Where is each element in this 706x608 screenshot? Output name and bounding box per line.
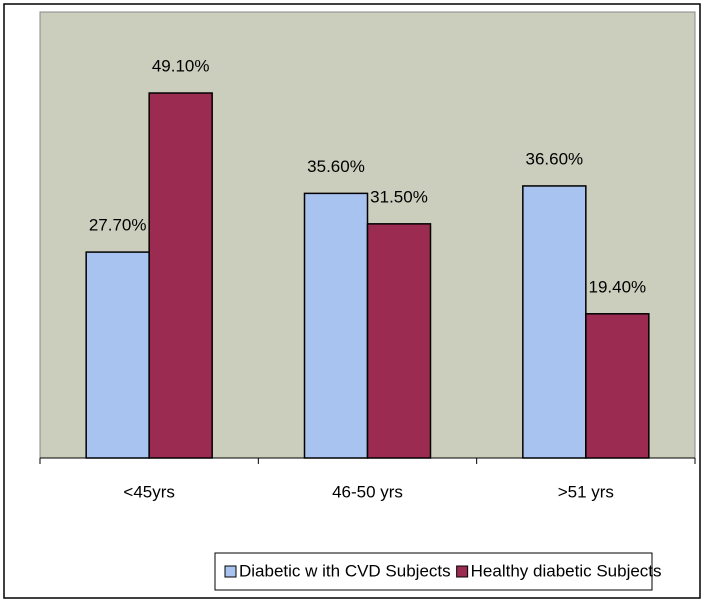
- data-label: 19.40%: [588, 277, 646, 296]
- bar: [585, 313, 650, 459]
- legend-swatch: [224, 565, 237, 578]
- legend-swatch: [456, 565, 469, 578]
- bar: [366, 223, 432, 459]
- legend: [214, 552, 653, 591]
- data-label: 49.10%: [152, 57, 210, 76]
- bar: [148, 92, 213, 459]
- data-label: 36.60%: [525, 149, 583, 168]
- data-label: 31.50%: [370, 187, 428, 206]
- x-tick-label: <45yrs: [123, 482, 175, 501]
- data-label: 35.60%: [307, 157, 365, 176]
- data-label: 27.70%: [89, 216, 147, 235]
- x-tick-label: >51 yrs: [558, 482, 614, 501]
- bar: [303, 192, 369, 459]
- legend-label: Diabetic w ith CVD Subjects: [239, 561, 451, 580]
- bar: [85, 251, 150, 459]
- legend-label: Healthy diabetic Subjects: [471, 561, 662, 580]
- x-tick-label: 46-50 yrs: [332, 482, 403, 501]
- bar: [522, 185, 587, 459]
